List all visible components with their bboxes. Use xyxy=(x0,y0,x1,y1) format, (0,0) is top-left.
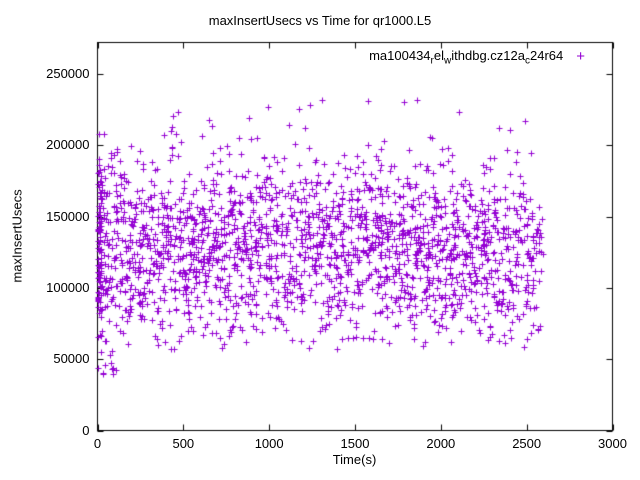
legend-label-text: el xyxy=(433,47,445,63)
y-axis-label: maxInsertUsecs xyxy=(9,189,25,283)
x-tick-label: 1500 xyxy=(340,435,370,451)
y-tick-label: 0 xyxy=(82,422,90,438)
legend-label-subscript: r xyxy=(430,55,434,67)
x-axis-label: Time(s) xyxy=(332,452,377,467)
x-tick-label: 2000 xyxy=(426,435,456,451)
legend-label-subscript: w xyxy=(444,55,452,67)
x-tick-label: 3000 xyxy=(598,435,627,451)
legend-label-text: ma100434 xyxy=(369,47,431,63)
legend-series-label: ma100434relwithdbg.cz12ac24r64 xyxy=(369,48,563,67)
x-tick-label: 1000 xyxy=(254,435,284,451)
chart-title: maxInsertUsecs vs Time for qr1000.L5 xyxy=(208,13,432,28)
legend-label-text: 24r64 xyxy=(529,47,564,63)
x-tick-label: 0 xyxy=(93,435,102,451)
y-tick-label: 200000 xyxy=(46,137,90,153)
y-tick-label: 50000 xyxy=(53,351,90,367)
x-tick-label: 500 xyxy=(172,435,195,451)
legend: ma100434relwithdbg.cz12ac24r64 + xyxy=(369,48,585,67)
y-tick-label: 250000 xyxy=(46,65,90,81)
legend-label-text: ithdbg.cz12a xyxy=(451,47,525,63)
y-tick-label: 100000 xyxy=(46,279,90,295)
legend-plus-marker: + xyxy=(576,48,585,65)
y-tick-label: 150000 xyxy=(46,208,90,224)
legend-label-subscript: c xyxy=(524,55,530,67)
x-tick-label: 2500 xyxy=(512,435,542,451)
